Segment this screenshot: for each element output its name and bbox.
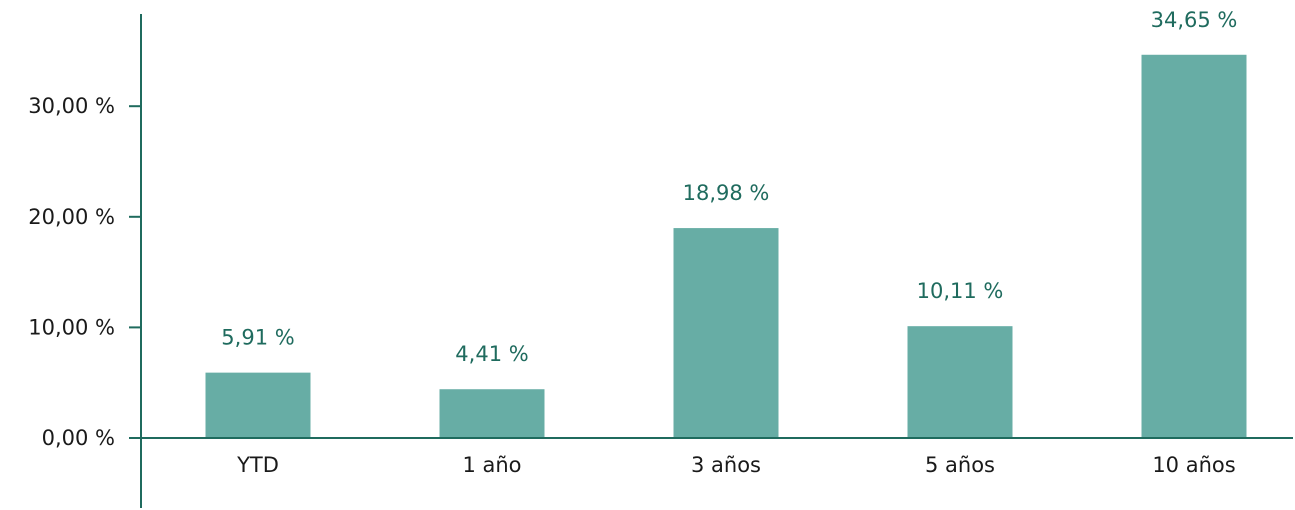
bar-3 [907, 326, 1013, 438]
bar-4 [1141, 54, 1247, 439]
bars-layer [205, 54, 1247, 439]
y-tick-label-0: 0,00 % [42, 426, 115, 450]
y-tick-label-1: 10,00 % [28, 315, 115, 339]
data-label-3: 10,11 % [917, 279, 1004, 303]
data-label-0: 5,91 % [221, 326, 294, 350]
category-label-0: YTD [236, 453, 279, 477]
bar-2 [673, 228, 779, 438]
category-label-4: 10 años [1152, 453, 1235, 477]
category-label-2: 3 años [691, 453, 761, 477]
data-label-4: 34,65 % [1151, 8, 1238, 32]
axes-layer [129, 14, 1293, 508]
data-label-1: 4,41 % [455, 342, 528, 366]
y-tick-label-2: 20,00 % [28, 205, 115, 229]
labels-layer: 5,91 % YTD 4,41 % 1 año 18,98 % 3 años 10,11 %… [28, 8, 1237, 477]
category-label-1: 1 año [462, 453, 521, 477]
category-label-3: 5 años [925, 453, 995, 477]
y-tick-label-3: 30,00 % [28, 94, 115, 118]
data-label-2: 18,98 % [683, 181, 770, 205]
bar-0 [205, 372, 311, 438]
bar-1 [439, 389, 545, 438]
